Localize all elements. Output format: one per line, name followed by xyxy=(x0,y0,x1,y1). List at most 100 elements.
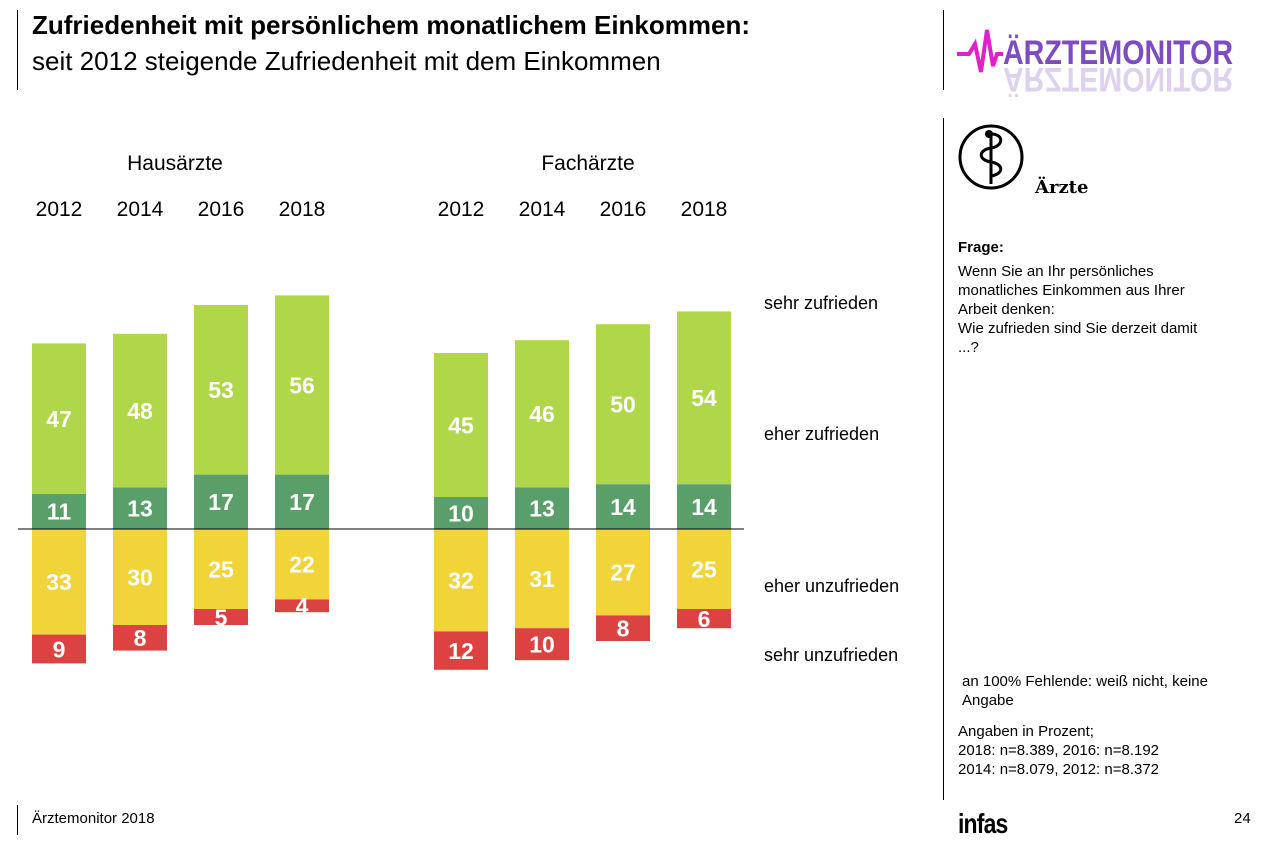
bar-segment xyxy=(596,324,650,485)
bar-segment xyxy=(275,599,329,613)
data-label: 22 xyxy=(289,551,315,577)
data-label: 48 xyxy=(127,398,153,424)
bar-segment xyxy=(194,474,248,529)
legend-label: eher unzufrieden xyxy=(764,576,899,596)
bar-segment xyxy=(677,311,731,485)
data-label: 10 xyxy=(529,631,555,657)
data-label: 14 xyxy=(610,494,636,520)
question-text: Wenn Sie an Ihr persönliches monatliches… xyxy=(958,262,1228,357)
footer-source: Ärztemonitor 2018 xyxy=(32,810,155,827)
bar-segment xyxy=(677,609,731,629)
caduceus-icon xyxy=(958,124,1024,190)
question-label: Frage: xyxy=(958,239,1004,256)
bar-segment xyxy=(434,497,488,529)
question-line: Wie zufrieden sind Sie derzeit damit xyxy=(958,320,1198,337)
legend-label: sehr zufrieden xyxy=(764,293,878,313)
year-label: 2014 xyxy=(117,198,164,221)
bar-segment xyxy=(275,474,329,529)
bar-segment xyxy=(677,484,731,529)
bar-segment xyxy=(32,493,86,529)
data-label: 8 xyxy=(617,615,630,641)
data-label: 8 xyxy=(134,625,147,651)
data-label: 13 xyxy=(127,495,153,521)
bar-segment xyxy=(113,487,167,529)
data-label: 25 xyxy=(208,556,234,582)
question-line: ...? xyxy=(958,339,979,356)
bar-segment xyxy=(194,609,248,625)
year-label: 2016 xyxy=(198,198,245,221)
bar-segment xyxy=(434,529,488,632)
bar-segment xyxy=(32,529,86,635)
missing-note: an 100% Fehlende: weiß nicht, keine Anga… xyxy=(962,673,1208,709)
bar-segment xyxy=(275,295,329,475)
bar-segment xyxy=(194,529,248,609)
data-label: 13 xyxy=(529,495,555,521)
question-line: Arbeit denken: xyxy=(958,301,1055,318)
year-label: 2018 xyxy=(279,198,326,221)
bar-segment xyxy=(515,340,569,488)
bar-segment xyxy=(113,333,167,488)
data-label: 11 xyxy=(47,499,72,525)
data-label: 5 xyxy=(215,604,228,630)
data-label: 14 xyxy=(691,494,717,520)
group-title: Fachärzte xyxy=(541,152,634,175)
bar-segment xyxy=(434,631,488,670)
footer-rule xyxy=(17,805,18,835)
data-label: 31 xyxy=(529,566,555,592)
right-sidebar-rule xyxy=(943,118,944,800)
bar-segment xyxy=(515,487,569,529)
year-label: 2018 xyxy=(681,198,728,221)
left-header-rule xyxy=(17,10,18,90)
bar-segment xyxy=(596,484,650,529)
bar-segment xyxy=(515,628,569,661)
data-label: 4 xyxy=(296,593,309,619)
data-label: 25 xyxy=(691,556,717,582)
bar-segment xyxy=(113,625,167,651)
data-label: 50 xyxy=(610,391,636,417)
data-label: 9 xyxy=(53,636,66,662)
year-label: 2016 xyxy=(600,198,647,221)
basis-line: Angaben in Prozent; xyxy=(958,723,1094,740)
logo-reflection: ÄRZTEMONITOR xyxy=(1003,60,1233,97)
bar-segment xyxy=(32,634,86,664)
data-label: 10 xyxy=(448,500,474,526)
bar-segment xyxy=(194,305,248,475)
bar-segment xyxy=(515,529,569,629)
right-header-rule xyxy=(943,10,944,90)
data-label: 47 xyxy=(46,406,72,432)
page-number: 24 xyxy=(1234,810,1251,827)
data-label: 45 xyxy=(448,412,474,438)
data-label: 33 xyxy=(46,569,72,595)
data-label: 17 xyxy=(289,489,315,515)
logo-text: ÄRZTEMONITOR xyxy=(1003,34,1233,72)
bar-segment xyxy=(32,343,86,494)
page-subtitle: seit 2012 steigende Zufriedenheit mit de… xyxy=(32,46,661,76)
data-label: 27 xyxy=(610,559,636,585)
legend-label: sehr unzufrieden xyxy=(764,645,898,665)
bar-segment xyxy=(677,529,731,609)
basis-line: 2018: n=8.389, 2016: n=8.192 xyxy=(958,742,1160,759)
data-label: 53 xyxy=(208,377,234,403)
data-label: 6 xyxy=(698,606,711,632)
badge-label: Ärzte xyxy=(1034,175,1088,198)
data-label: 32 xyxy=(448,567,474,593)
aerztemonitor-logo: ÄRZTEMONITOR ÄRZTEMONITOR xyxy=(957,29,1233,97)
data-label: 46 xyxy=(529,401,555,427)
year-label: 2012 xyxy=(36,198,83,221)
group-title: Hausärzte xyxy=(127,152,223,175)
year-label: 2012 xyxy=(438,198,485,221)
data-label: 56 xyxy=(289,372,315,398)
basis-line: 2014: n=8.079, 2012: n=8.372 xyxy=(958,761,1160,778)
bar-segment xyxy=(596,615,650,641)
data-label: 54 xyxy=(691,385,717,411)
legend-label: eher zufrieden xyxy=(764,424,879,444)
question-line: monatliches Einkommen aus Ihrer xyxy=(958,282,1185,299)
heartbeat-line-icon xyxy=(957,29,1003,73)
satisfaction-chart: Hausärzte2012114733920141348308201617532… xyxy=(18,152,899,670)
bar-segment xyxy=(275,529,329,600)
data-label: 17 xyxy=(208,489,234,515)
infas-logo: infas xyxy=(958,808,1008,839)
sample-basis: Angaben in Prozent; 2018: n=8.389, 2016:… xyxy=(958,722,1238,779)
question-line: Wenn Sie an Ihr persönliches xyxy=(958,263,1154,280)
aerzte-badge: Ärzte xyxy=(958,124,1088,198)
